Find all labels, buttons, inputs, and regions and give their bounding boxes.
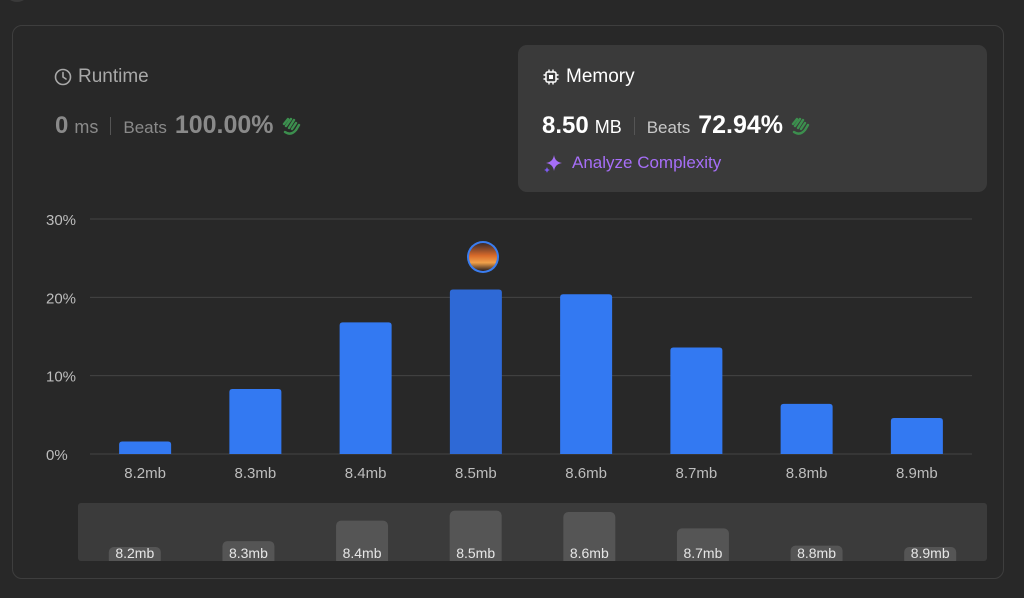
memory-beats-percent: 72.94%	[698, 111, 783, 139]
x-tick-label: 8.5mb	[455, 465, 497, 482]
mini-tick-label: 8.4mb	[343, 545, 382, 561]
mini-tick-label: 8.5mb	[456, 545, 495, 561]
runtime-stats: 0 ms Beats 100.00%	[55, 111, 302, 140]
runtime-unit: ms	[74, 117, 99, 137]
bar-8.5mb[interactable]	[449, 289, 502, 455]
mini-tick-label: 8.9mb	[911, 545, 950, 561]
x-tick-label: 8.9mb	[896, 465, 938, 482]
bar-8.2mb[interactable]	[119, 441, 172, 454]
runtime-tab[interactable]: Runtime	[54, 66, 149, 88]
bar-8.8mb[interactable]	[780, 403, 833, 454]
x-tick-label: 8.8mb	[786, 465, 828, 482]
stats-panel	[12, 25, 1004, 579]
mini-tick-label: 8.3mb	[229, 545, 268, 561]
mini-bar	[108, 547, 161, 561]
runtime-title: Runtime	[78, 66, 149, 87]
analyze-complexity-label: Analyze Complexity	[572, 153, 722, 172]
x-tick-label: 8.6mb	[565, 465, 607, 482]
bar-8.9mb[interactable]	[890, 417, 943, 454]
mini-bar	[222, 541, 275, 561]
x-tick-label: 8.7mb	[676, 465, 718, 482]
mini-bar	[790, 545, 843, 561]
bar-8.4mb[interactable]	[339, 322, 392, 454]
clapping-hands-icon	[791, 117, 810, 135]
memory-card[interactable]	[518, 45, 987, 192]
bar-8.3mb[interactable]	[229, 388, 282, 454]
runtime-beats-percent: 100.00%	[174, 111, 274, 139]
mini-tick-label: 8.6mb	[570, 545, 609, 561]
y-tick-label: 30%	[46, 212, 76, 229]
clapping-hands-icon	[282, 117, 300, 135]
bar-8.7mb[interactable]	[670, 347, 723, 454]
mini-bar	[336, 520, 389, 561]
analyze-complexity-button[interactable]: Analyze Complexity	[542, 152, 721, 174]
x-tick-label: 8.2mb	[124, 465, 166, 482]
mini-bar	[449, 510, 502, 561]
mini-tick-label: 8.2mb	[115, 545, 154, 561]
mini-tick-label: 8.7mb	[683, 545, 722, 561]
divider	[633, 116, 635, 135]
memory-stats: 8.50 MB Beats 72.94%	[542, 111, 811, 140]
memory-value: 8.50	[542, 112, 589, 139]
mini-bar	[563, 512, 616, 561]
chip-icon	[543, 69, 559, 85]
mini-bar	[904, 547, 957, 561]
memory-title: Memory	[566, 66, 635, 87]
y-tick-label: 10%	[46, 369, 76, 386]
chart-range-navigator[interactable]: 8.2mb 8.3mb 8.4mb 8.5mb 8.6mb 8.7mb 8.8mb 8.9mb	[78, 503, 987, 561]
y-tick-label: 0%	[46, 447, 68, 464]
divider	[110, 116, 112, 135]
sparkle-icon	[544, 155, 562, 173]
mini-bar	[676, 528, 729, 561]
memory-unit: MB	[594, 117, 622, 137]
user-avatar	[467, 241, 499, 273]
x-tick-label: 8.3mb	[235, 465, 277, 482]
runtime-beats-label: Beats	[123, 118, 167, 137]
window-corner	[4, 0, 30, 2]
runtime-value: 0	[55, 112, 69, 139]
x-tick-label: 8.4mb	[345, 465, 387, 482]
clock-icon	[54, 68, 72, 86]
memory-beats-label: Beats	[646, 118, 691, 137]
bar-8.6mb[interactable]	[560, 294, 613, 454]
mini-tick-label: 8.8mb	[797, 545, 836, 561]
memory-tab[interactable]: Memory	[542, 66, 635, 88]
y-tick-label: 20%	[46, 290, 76, 307]
